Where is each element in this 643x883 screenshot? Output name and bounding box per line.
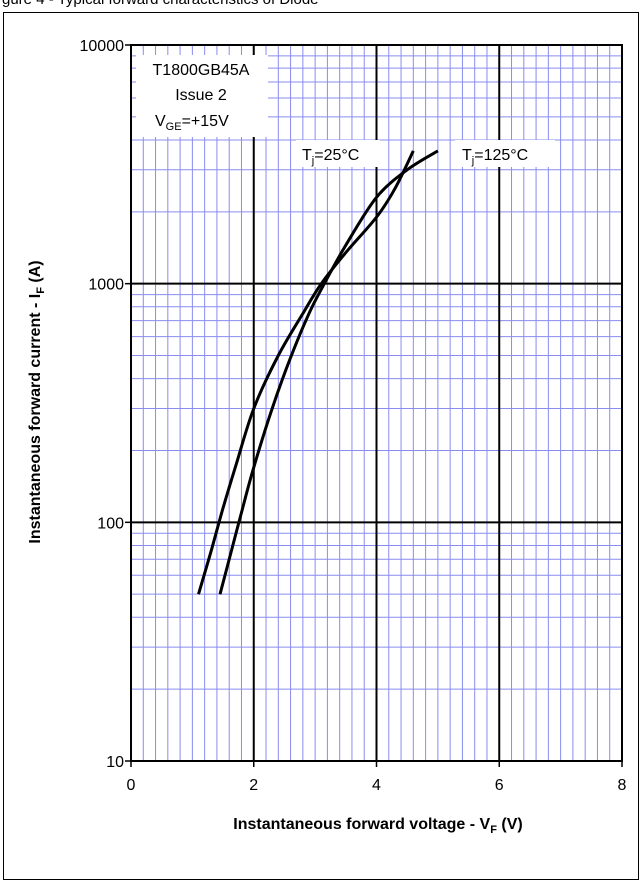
series-label-125: Tj=125°C (455, 140, 555, 167)
info-box: T1800GB45A Issue 2 VGE=+15V (136, 55, 268, 137)
x-axis-title: Instantaneous forward voltage - VF (V) (233, 816, 522, 836)
info-box-background (136, 55, 268, 137)
outer-border (3, 12, 639, 880)
figure-caption: gure 4 - Typical forward characteristics… (2, 0, 319, 8)
y-tick-label: 10000 (80, 38, 125, 55)
y-axis-title: Instantaneous forward current - IF (A) (27, 260, 47, 543)
vge-label: VGE=+15V (155, 113, 229, 133)
series-label-25: Tj=25°C (296, 140, 380, 167)
vge-sub: GE (166, 121, 182, 133)
x-tick-label: 0 (127, 777, 136, 794)
y-tick-label: 100 (97, 515, 124, 532)
tj125-label: Tj=125°C (462, 147, 528, 167)
vge-value: =+15V (182, 113, 229, 130)
x-tick-label: 8 (618, 777, 627, 794)
tj25-label: Tj=25°C (302, 147, 359, 167)
y-tick-label: 1000 (88, 277, 124, 294)
series-line-1 (218, 149, 439, 595)
vge-main: V (155, 113, 166, 130)
y-tick-label: 10 (106, 754, 124, 771)
series-line-0 (197, 150, 415, 595)
x-tick-label: 6 (495, 777, 504, 794)
part-number-label: T1800GB45A (153, 62, 250, 79)
series-lines (197, 149, 439, 595)
x-tick-label: 4 (372, 777, 381, 794)
x-tick-label: 2 (249, 777, 258, 794)
issue-label: Issue 2 (175, 87, 227, 104)
axis-ticks: 0 2 4 6 8 10 100 1000 10000 (80, 38, 627, 794)
